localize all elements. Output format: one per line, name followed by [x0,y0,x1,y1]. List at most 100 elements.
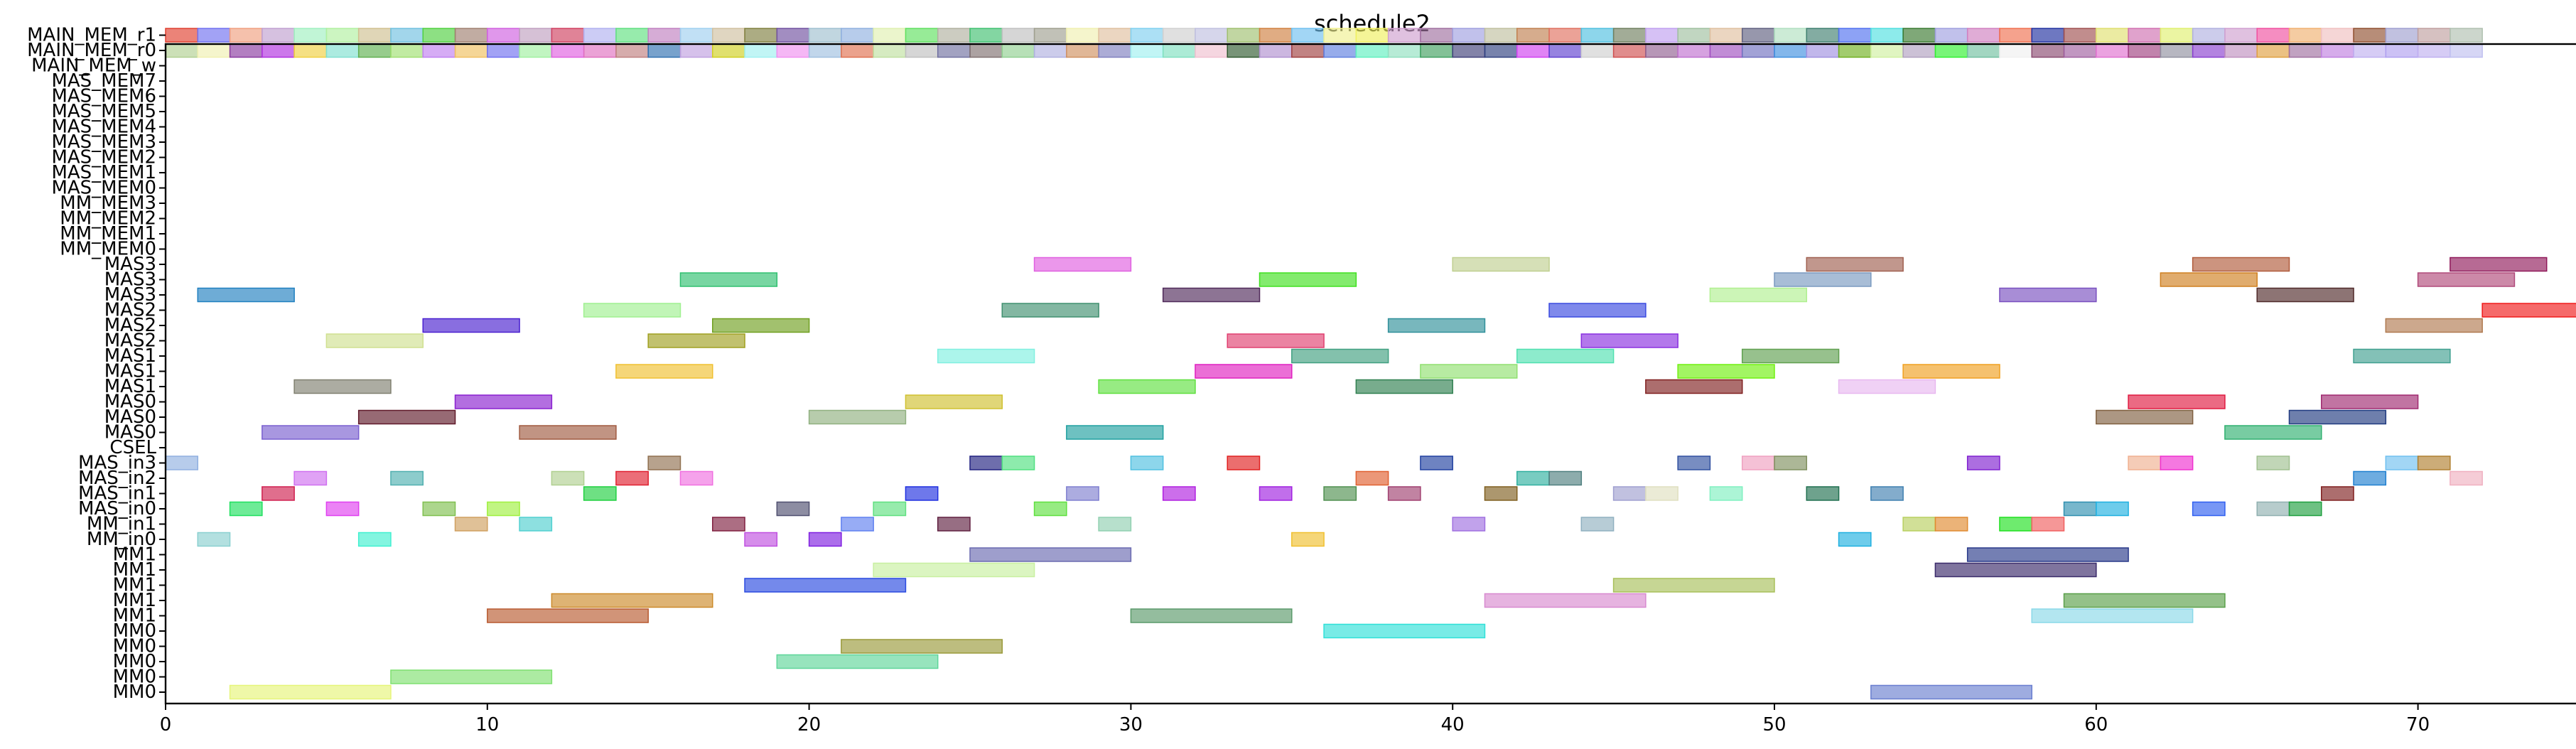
task-bar [583,486,617,501]
y-tick-label: MAS_MEM5 [51,101,156,122]
y-tick-label: MAS0 [104,422,156,443]
task-bar [2385,28,2419,43]
task-bar [647,333,745,348]
task-bar [2031,608,2194,623]
y-tick-label: MM0 [113,620,156,642]
x-tick-label: 20 [797,714,821,735]
task-bar [1774,28,1808,43]
task-bar [487,43,520,58]
task-bar [2450,28,2483,43]
task-bar [262,425,360,440]
task-bar [1902,517,1936,532]
task-bar [2417,272,2516,287]
task-bar [808,43,842,58]
task-bar [1323,43,1357,58]
task-bar [873,501,907,517]
task-bar [1548,43,1583,58]
task-bar [1677,364,1775,379]
task-bar [1452,257,1550,272]
task-bar [487,608,649,623]
task-bar [808,28,842,43]
task-bar [583,303,681,318]
task-bar [873,43,907,58]
task-bar [969,547,1132,562]
task-bar [197,28,231,43]
task-bar [1130,608,1293,623]
task-bar [1677,456,1711,470]
task-bar [776,43,810,58]
y-tick-label: MM1 [113,605,156,627]
task-bar [1741,348,1840,364]
task-bar [776,28,810,43]
task-bar [197,532,231,547]
task-bar [583,28,617,43]
y-tick-label: MM_MEM1 [60,223,156,244]
task-bar [1227,43,1261,58]
task-bar [841,639,1003,654]
task-bar [1741,43,1775,58]
task-bar [841,28,874,43]
task-bar [1774,272,1872,287]
task-bar [519,517,553,532]
task-bar [744,43,778,58]
task-bar [454,517,488,532]
task-bar [1709,43,1743,58]
task-bar [454,394,553,409]
y-tick-label: MAS1 [104,376,156,397]
task-bar [1580,43,1615,58]
task-bar [1548,303,1647,318]
y-tick-label: MAS3 [104,254,156,275]
y-tick-label: MM0 [113,681,156,703]
task-bar [1741,28,1775,43]
task-bar [1098,28,1132,43]
y-axis-ticks: MM0MM0MM0MM0MM0MM1MM1MM1MM1MM1MM_in0MM_i… [27,25,166,703]
x-tick-label: 60 [2084,714,2108,735]
task-bar [937,43,971,58]
task-bar [390,470,424,486]
task-bar [2224,425,2322,440]
task-bar [969,456,1003,470]
task-bar [1162,43,1196,58]
task-bar [937,517,971,532]
task-bar [1033,43,1067,58]
task-bar [1934,28,1968,43]
task-bar [1709,28,1743,43]
task-bar [2192,257,2290,272]
task-bar [1291,28,1325,43]
task-bar [2128,456,2162,470]
task-bar [2096,43,2129,58]
task-bar [1291,532,1325,547]
task-bar [1580,28,1615,43]
task-bar [1645,28,1678,43]
task-bar [2128,394,2226,409]
task-bar [1195,28,1228,43]
y-tick-label: MM1 [113,544,156,566]
task-bar [841,43,874,58]
task-bar [712,43,745,58]
task-bar [1484,486,1518,501]
task-bar [357,532,392,547]
task-bar [1774,456,1808,470]
task-bar [1162,28,1196,43]
task-bar [2450,43,2483,58]
task-bar [2385,43,2419,58]
x-tick-label: 10 [475,714,499,735]
task-bar [1806,28,1840,43]
task-bar [1001,28,1035,43]
task-bar [1516,28,1550,43]
task-bar [2321,394,2419,409]
x-tick-label: 30 [1119,714,1143,735]
y-tick-label: MAS_in3 [78,453,156,474]
task-bar [1774,43,1808,58]
y-tick-label: MM_MEM3 [60,193,156,214]
y-tick-label: MAS_MEM7 [51,70,156,92]
task-bar [1484,593,1647,608]
task-bar [1130,43,1164,58]
task-bar [454,43,488,58]
y-tick-label: MM_in1 [87,514,156,535]
task-bar [2450,470,2483,486]
task-bar [1291,43,1325,58]
task-bar [2417,28,2451,43]
task-bar [1259,28,1293,43]
task-bar [679,272,778,287]
